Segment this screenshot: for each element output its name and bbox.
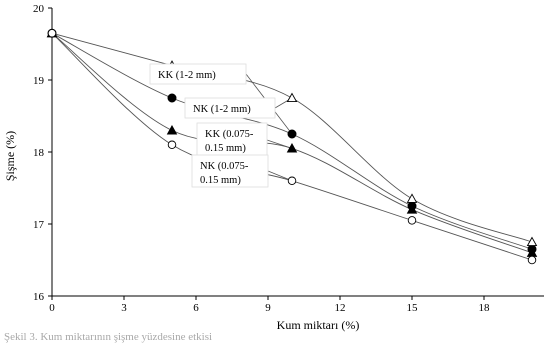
annotation-text: 0.15 mm) [200, 175, 241, 186]
x-axis-label: Kum miktarı (%) [277, 318, 360, 332]
data-markers [46, 27, 538, 265]
annotation-text: KK (1-2 mm) [158, 70, 216, 81]
annotation-box [184, 97, 276, 119]
y-axis-label: Şişme (%) [3, 131, 17, 181]
x-tick-label: 3 [121, 302, 127, 314]
data-point [287, 176, 297, 186]
data-point [407, 216, 417, 225]
annotation-text: 0.15 mm) [205, 143, 246, 154]
data-point [167, 93, 177, 103]
y-tick-label: 19 [33, 75, 45, 87]
annotations: KK (1-2 mm) NK (1-2 mm) KK (0.075- 0.15 mm)… [149, 63, 276, 188]
data-point [47, 28, 57, 38]
x-tick-label: 0 [49, 302, 55, 314]
annotation-leader [267, 170, 293, 182]
annotation-text: KK (0.075- [205, 129, 254, 140]
annotation-0: KK (1-2 mm) [149, 63, 247, 85]
y-tick-label: 16 [33, 291, 45, 303]
series-line-0 [51, 32, 533, 250]
data-point [406, 204, 418, 214]
annotation-text: NK (1-2 mm) [193, 104, 251, 115]
x-tick-label: 15 [407, 302, 419, 314]
annotation-leader [266, 139, 293, 149]
figure-caption: Şekil 3. Kum miktarının şişme yüzdesine … [4, 331, 213, 343]
annotation-3: NK (0.075- 0.15 mm) [191, 154, 269, 188]
y-tick-label: 20 [33, 3, 45, 15]
data-point [286, 92, 298, 103]
data-point [166, 124, 178, 135]
data-point [287, 129, 297, 139]
x-tick-label: 6 [193, 302, 199, 314]
annotation-box [191, 154, 269, 188]
data-point [286, 142, 298, 153]
annotation-box [149, 63, 247, 85]
data-point [526, 236, 538, 247]
x-tick-label: 12 [335, 302, 346, 314]
annotation-1: NK (1-2 mm) [184, 97, 276, 119]
x-tick-label: 9 [265, 302, 271, 314]
annotation-2: KK (0.075- 0.15 mm) [196, 122, 268, 158]
data-point [406, 193, 418, 203]
axes: 0 3 6 9 12 15 18 16 17 18 19 20 [33, 3, 544, 314]
annotation-box [196, 122, 268, 158]
data-point [167, 140, 177, 150]
data-point [527, 255, 537, 265]
y-tick-label: 18 [33, 147, 45, 159]
y-tick-label: 17 [33, 219, 45, 231]
annotation-text: NK (0.075- [200, 161, 249, 172]
x-tick-label: 18 [479, 302, 491, 314]
